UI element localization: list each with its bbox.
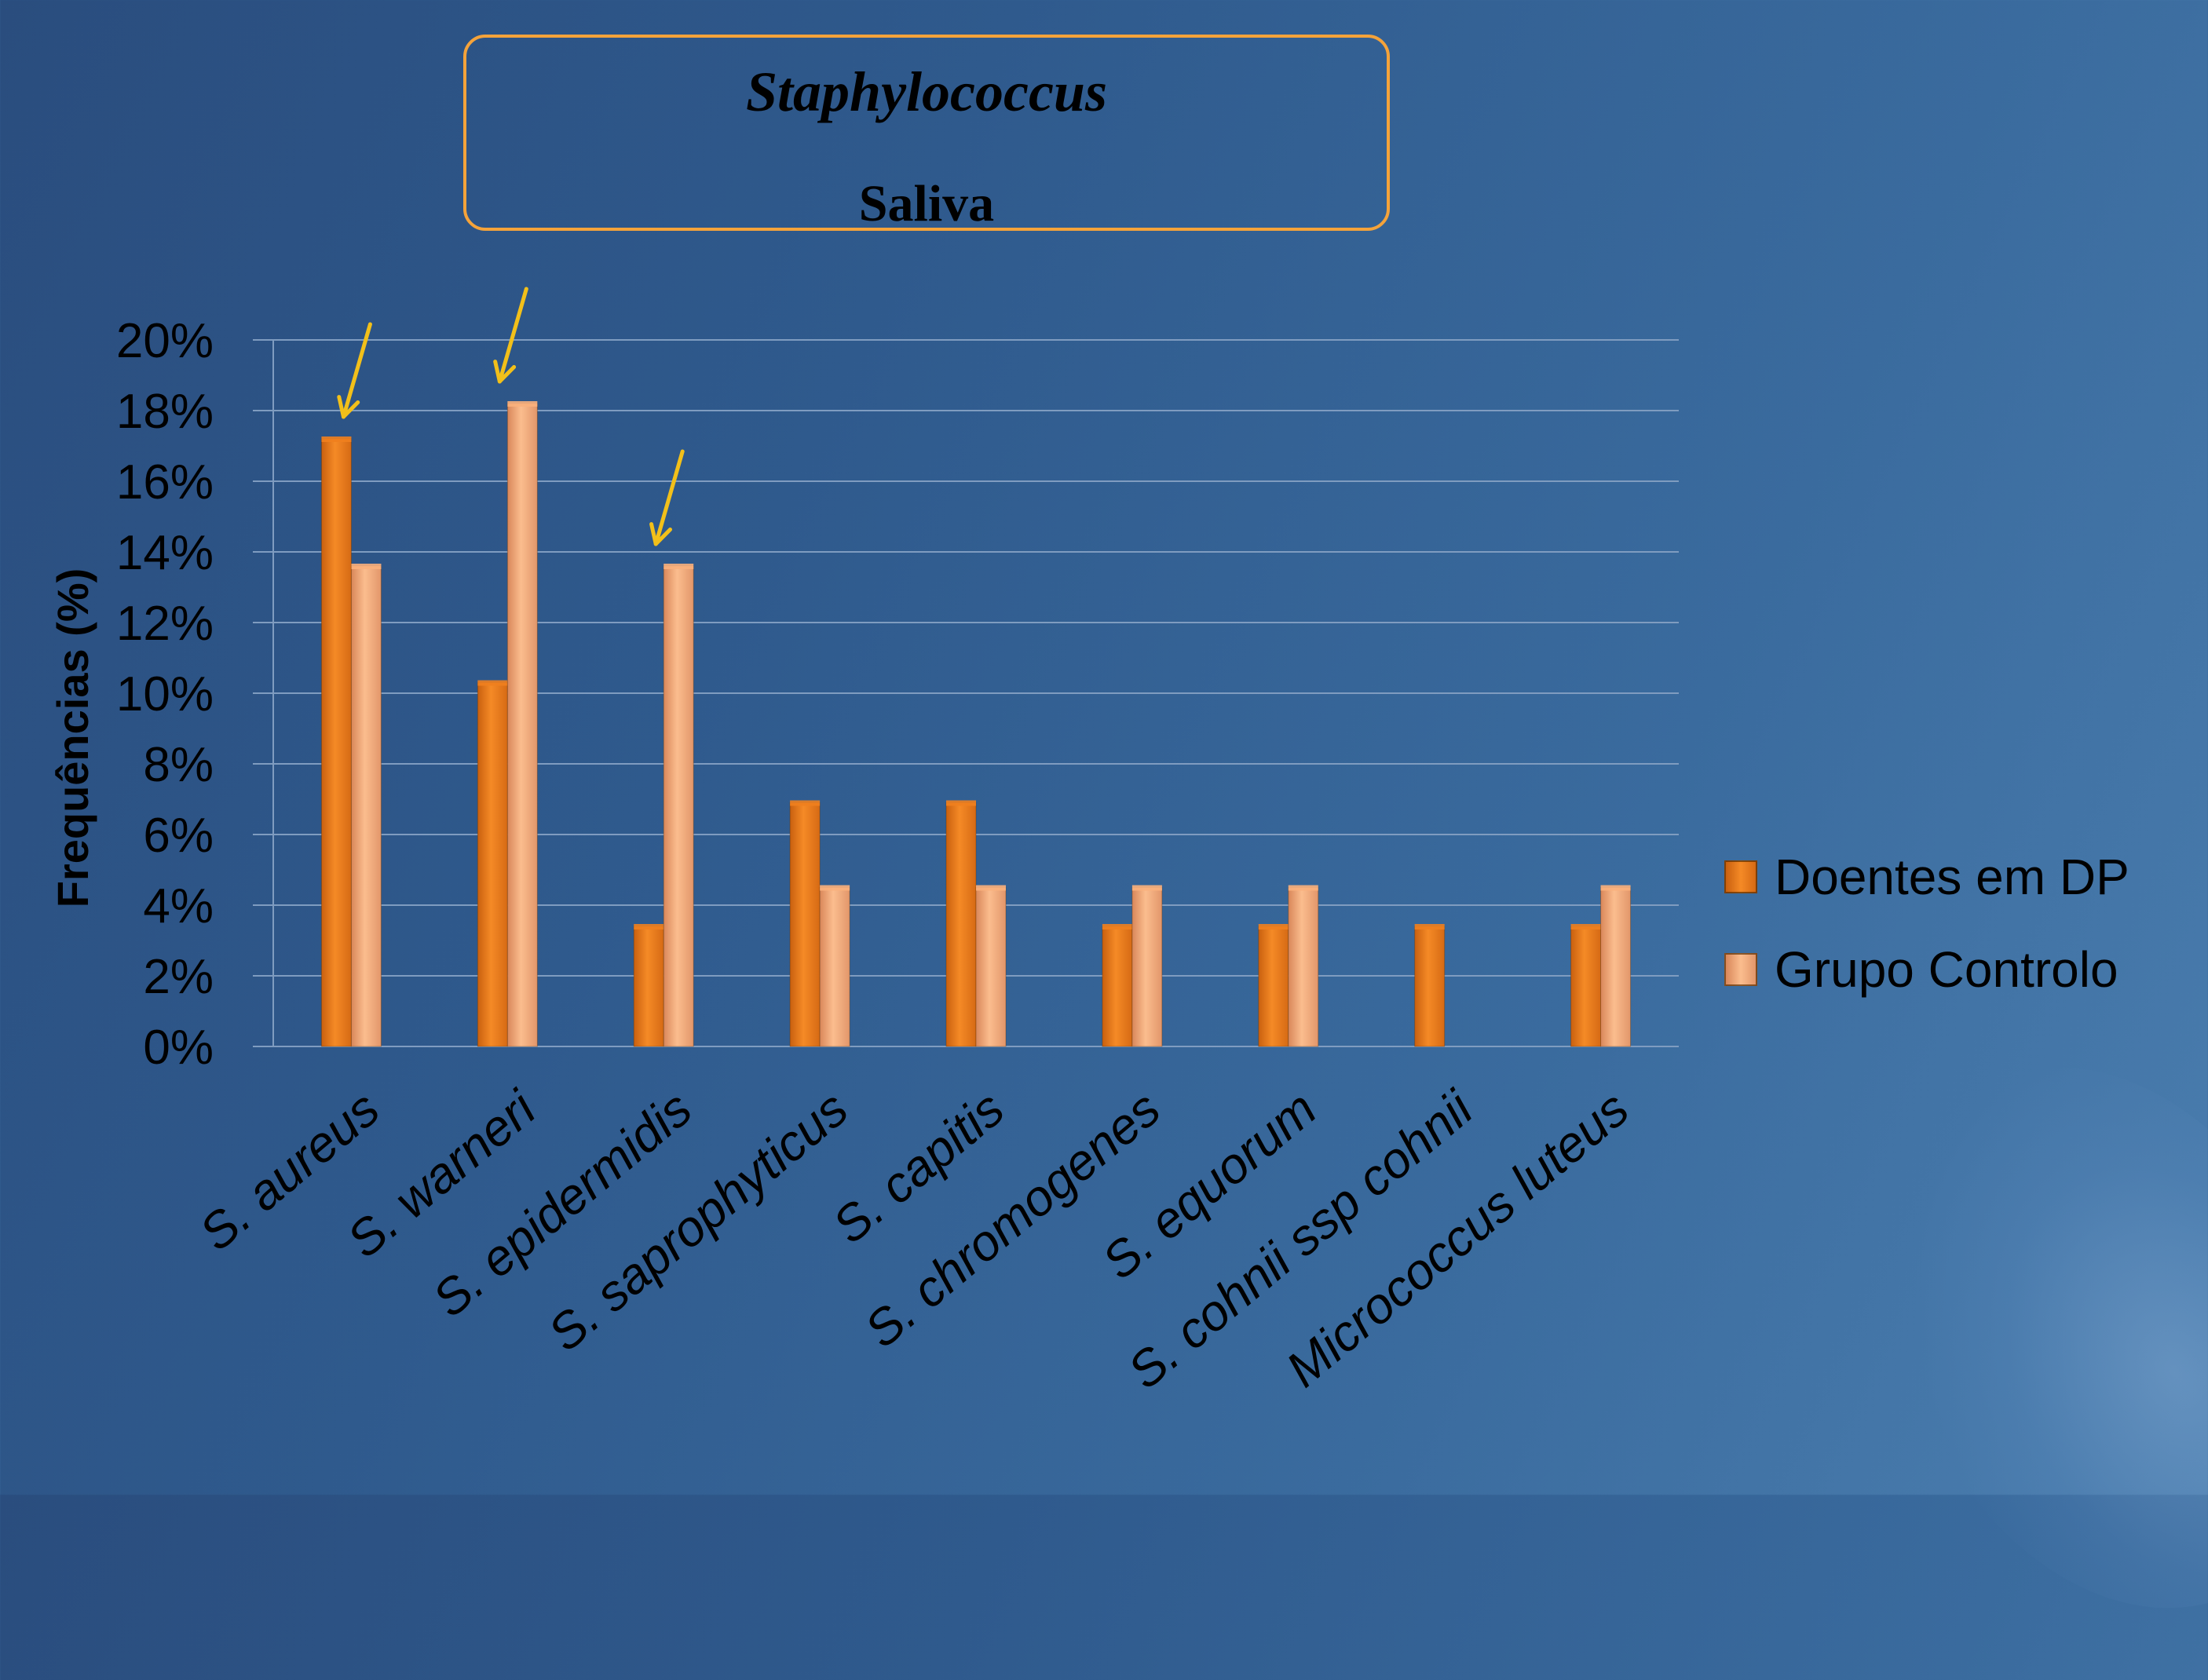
bar-cap-controlo: [507, 401, 538, 407]
arrow-head: [337, 395, 360, 419]
y-tick-label: 20%: [116, 314, 214, 368]
bar-controlo: [819, 887, 850, 1047]
legend-item-doentes: Doentes em DP: [1724, 831, 2129, 923]
bar-doentes: [320, 438, 352, 1047]
arrow-shaft: [497, 287, 528, 384]
legend-swatch-doentes: [1724, 860, 1757, 893]
bar-cap-controlo: [1600, 885, 1631, 891]
bar-doentes: [477, 682, 508, 1047]
bar-cap-controlo: [1288, 885, 1318, 891]
arrow-icon: [649, 449, 685, 546]
bar-cap-doentes: [1570, 924, 1601, 929]
legend-label-controlo: Grupo Controlo: [1775, 941, 2118, 998]
legend: Doentes em DP Grupo Controlo: [1724, 831, 2129, 1016]
chart-subtitle: Saliva: [858, 175, 995, 232]
bar-cap-doentes: [790, 800, 821, 806]
bar-cap-doentes: [1414, 924, 1445, 929]
bar-controlo: [663, 565, 694, 1047]
legend-item-controlo: Grupo Controlo: [1724, 923, 2129, 1016]
bar-cap-controlo: [663, 564, 694, 569]
bars: [320, 401, 1632, 1047]
y-tick-label: 16%: [116, 455, 214, 509]
y-tick-label: 6%: [143, 809, 214, 863]
bar-cap-controlo: [976, 885, 1006, 891]
bar-doentes: [945, 802, 977, 1047]
arrow-head: [493, 360, 517, 384]
x-tick-label: S. epidermidis: [422, 1080, 702, 1328]
legend-label-doentes: Doentes em DP: [1775, 849, 2129, 905]
y-tick-label: 8%: [143, 738, 214, 792]
y-tick-label: 0%: [143, 1021, 214, 1075]
chart-title: Staphylococcus: [746, 60, 1107, 123]
arrow-icon: [337, 322, 372, 419]
bar-cap-doentes: [321, 436, 352, 442]
bar-cap-controlo: [351, 564, 382, 569]
bar-doentes: [1414, 926, 1446, 1047]
bar-doentes: [789, 802, 821, 1047]
y-axis-label: Frequências (%): [48, 568, 97, 908]
bar-doentes: [1570, 926, 1602, 1047]
y-axis-ticks: 0% 2% 4% 6% 8% 10% 12% 14% 16% 18% 20%: [116, 314, 214, 1075]
y-tick-label: 10%: [116, 667, 214, 721]
y-tick-label: 14%: [116, 526, 214, 580]
bar-cap-doentes: [634, 924, 664, 929]
y-tick-label: 4%: [143, 879, 214, 933]
arrow-head: [649, 522, 673, 546]
arrow-shaft: [653, 449, 685, 546]
bar-cap-doentes: [477, 680, 508, 686]
chart-title-box: Staphylococcus Saliva: [463, 35, 1390, 232]
bar-doentes: [633, 926, 664, 1047]
arrow-icon: [493, 287, 528, 384]
bar-controlo: [1131, 887, 1163, 1047]
y-tick-label: 18%: [116, 385, 214, 439]
legend-swatch-controlo: [1724, 953, 1757, 986]
bar-doentes: [1102, 926, 1133, 1047]
y-tick-label: 2%: [143, 950, 214, 1004]
bar-cap-doentes: [1258, 924, 1289, 929]
bar-cap-doentes: [1102, 924, 1132, 929]
bar-controlo: [1600, 887, 1632, 1047]
bar-controlo: [506, 403, 538, 1047]
bar-cap-doentes: [946, 800, 976, 806]
bar-controlo: [350, 565, 382, 1047]
highlight-arrows: [337, 287, 685, 546]
bar-controlo: [1288, 887, 1319, 1047]
bar-controlo: [975, 887, 1007, 1047]
bar-doentes: [1258, 926, 1289, 1047]
bar-cap-controlo: [820, 885, 850, 891]
y-tick-label: 12%: [116, 597, 214, 651]
bar-cap-controlo: [1131, 885, 1162, 891]
bar-chart: 0% 2% 4% 6% 8% 10% 12% 14% 16% 18% 20% S. aureusS.…: [48, 287, 1679, 1400]
arrow-shaft: [341, 322, 372, 419]
